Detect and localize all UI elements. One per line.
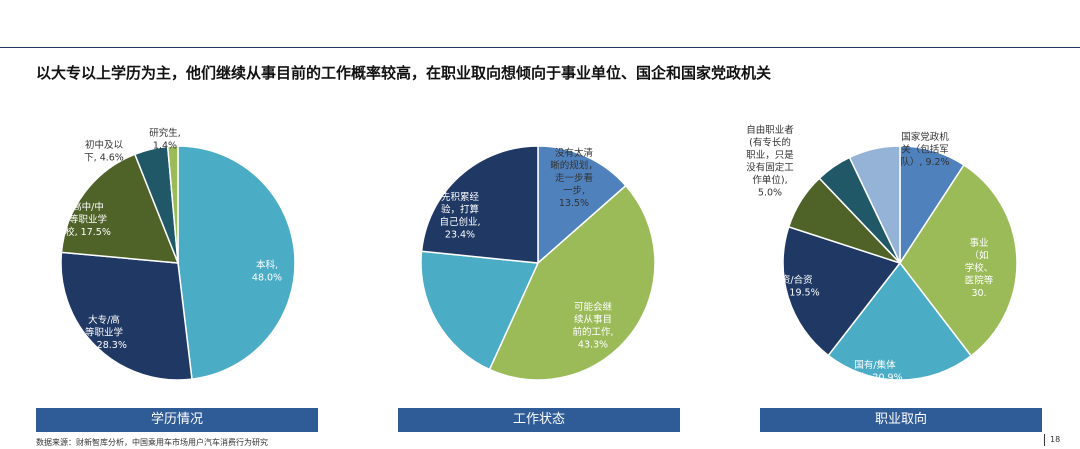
pie-chart-career-orientation: 国家党政机关（包括军队）, 9.2% 事业（如学校、医院等 30. 国有/集体企业, … <box>746 124 1018 384</box>
pie-slice-label: 外资/合资企业, 19.5% <box>764 274 819 299</box>
pie-chart-education: 本科, 48.0% 大专/高等职业学校, 28.3% 高中/中等职业学校, 17.5%… <box>60 127 296 381</box>
pie-slice-label: 国有/集体企业, 20.9% <box>847 359 902 384</box>
pie-slice <box>60 251 193 381</box>
pie-slice-label: 没有太清晰的规划，走一步看一步, 13.5% <box>550 147 598 209</box>
pie-slice-label: 大专/高等职业学校, 28.3% <box>81 314 127 351</box>
pie-slice <box>827 261 973 381</box>
pie-slice <box>420 250 540 371</box>
pie-slice <box>60 153 180 264</box>
pie-slice <box>166 145 179 264</box>
pie-slice <box>420 145 539 264</box>
pie-slice-label: 自由职业者(有专长的职业，只是没有固定工作单位), 5.0% <box>746 124 794 199</box>
caption-career-orientation: 职业取向 <box>760 408 1042 432</box>
pie-slice <box>537 145 627 265</box>
source-note: 数据来源：财新智库分析，中国乘用车市场用户汽车消费行为研究 <box>36 438 268 447</box>
pie-slice-label: 本科, 48.0% <box>252 259 282 284</box>
pie-slice <box>899 163 1018 357</box>
pie-slice-label: 研究生, 1.4% <box>149 127 181 152</box>
pie-slice <box>488 184 656 381</box>
pie-slice-label: 高中/中等职业学校, 17.5% <box>65 201 111 238</box>
pie-chart-work-status: 没有太清晰的规划，走一步看一步, 13.5% 可能会继续从事目前的工作, 43.3% 留… <box>420 145 656 381</box>
caption-education: 学历情况 <box>36 408 318 432</box>
pie-slice <box>782 225 902 357</box>
page-title: 以大专以上学历为主，他们继续从事目前的工作概率较高，在职业取向想倾向于事业单位、… <box>36 64 772 82</box>
pie-slice-label: 初中及以下, 4.6% <box>84 139 124 164</box>
pie-slice-label: 可能会继续从事目前的工作, 43.3% <box>572 301 613 351</box>
header-rule <box>0 47 1080 48</box>
pie-slice <box>848 145 901 264</box>
pie-slice-label: 事业（如学校、医院等 30. <box>965 237 994 299</box>
page-number: 18 <box>1044 434 1060 446</box>
pie-slice-label: 国家党政机关（包括军队）, 9.2% <box>900 131 949 168</box>
caption-work-status: 工作状态 <box>398 408 680 432</box>
pie-slice-label: 留 <box>423 314 433 326</box>
pie-slice <box>177 145 296 380</box>
pie-slice-label: 先积累经验，打算自己创业, 23.4% <box>439 191 480 241</box>
